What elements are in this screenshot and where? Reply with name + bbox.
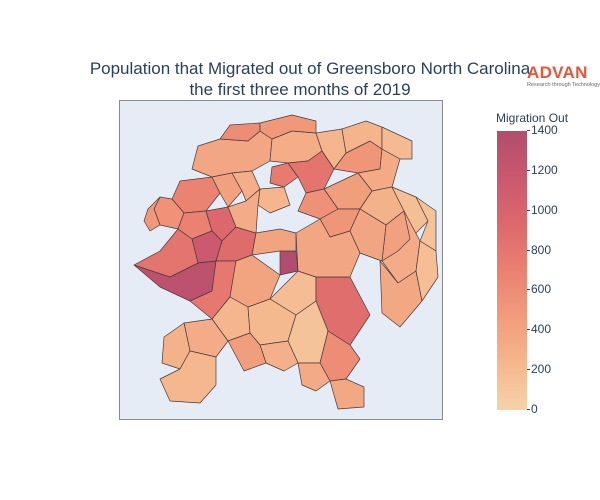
choropleth-map[interactable] xyxy=(120,101,444,421)
chart-title: Population that Migrated out of Greensbo… xyxy=(0,58,600,100)
census-tract[interactable] xyxy=(297,188,339,220)
colorbar xyxy=(497,131,527,410)
colorbar-tick-400: 400 xyxy=(526,322,552,337)
colorbar-tick-200: 200 xyxy=(526,362,552,377)
census-tract[interactable] xyxy=(349,208,387,262)
advan-logo: ADVAN Research through Technology xyxy=(527,63,600,92)
colorbar-tick-0: 0 xyxy=(527,402,538,416)
census-tract[interactable] xyxy=(297,362,331,392)
colorbar-tick-1400: 1400 xyxy=(527,123,558,137)
census-tract[interactable] xyxy=(211,172,243,208)
map-area[interactable] xyxy=(119,100,443,420)
colorbar-tick-1200: 1200 xyxy=(527,162,558,177)
tract-layer xyxy=(133,114,439,410)
census-tract[interactable] xyxy=(381,126,413,160)
census-tract[interactable] xyxy=(143,196,161,232)
chart-title-line-2: the first three months of 2019 xyxy=(189,80,411,99)
census-tract[interactable] xyxy=(279,250,299,276)
census-tract[interactable] xyxy=(391,186,429,240)
census-tract[interactable] xyxy=(269,162,299,188)
logo-tagline: Research through Technology xyxy=(527,82,600,88)
logo-word: ADVAN xyxy=(527,63,588,82)
census-tract[interactable] xyxy=(133,228,199,278)
census-tract[interactable] xyxy=(259,114,317,140)
census-tract[interactable] xyxy=(159,350,217,404)
colorbar-title: Migration Out xyxy=(496,111,569,125)
colorbar-tick-1000: 1000 xyxy=(527,202,558,217)
census-tract[interactable] xyxy=(415,240,439,302)
census-tract[interactable] xyxy=(329,378,365,410)
census-tract[interactable] xyxy=(227,332,267,372)
colorbar-tick-600: 600 xyxy=(526,282,552,297)
census-tract[interactable] xyxy=(287,150,335,194)
colorbar-tick-800: 800 xyxy=(526,242,552,257)
census-tract[interactable] xyxy=(251,228,297,256)
census-tract[interactable] xyxy=(227,188,261,234)
census-tract[interactable] xyxy=(257,186,291,214)
chart-title-line-1: Population that Migrated out of Greensbo… xyxy=(89,59,531,78)
